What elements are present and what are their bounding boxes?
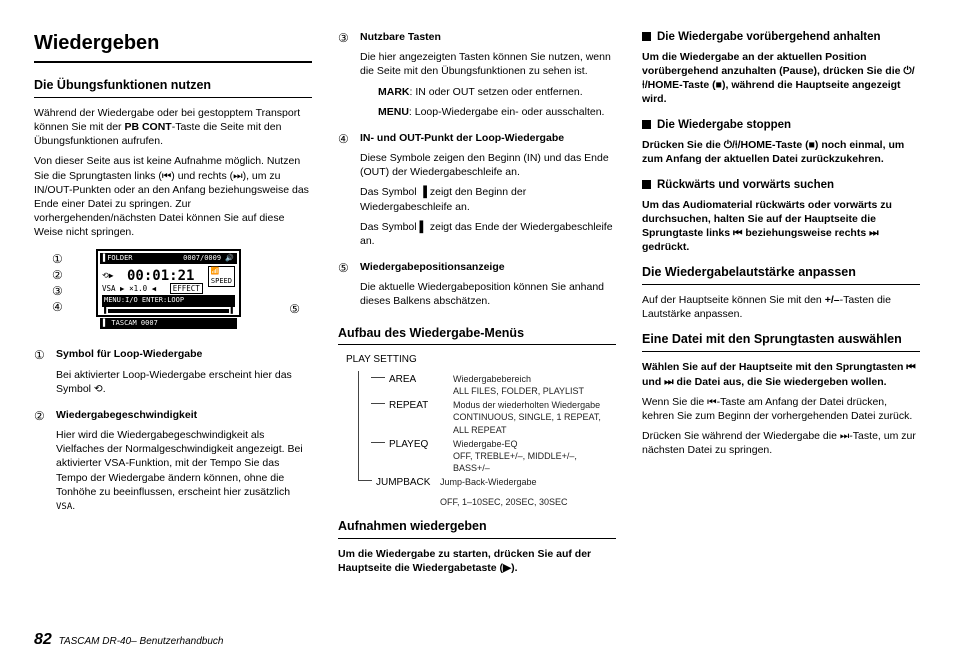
section-heading: Die Wiedergabelautstärke anpassen — [642, 264, 920, 285]
item-text: Diese Symbole zeigen den Beginn (IN) und… — [360, 151, 616, 179]
body-text: Um das Audiomaterial rückwärts oder vorw… — [642, 198, 920, 255]
callout-num: ④ — [338, 131, 356, 254]
page-footer: 82 TASCAM DR-40– Benutzerhandbuch — [34, 629, 223, 651]
item-title: IN- und OUT-Punkt der Loop-Wiedergabe — [360, 131, 616, 145]
subsection-heading: Rückwärts und vorwärts suchen — [642, 178, 920, 194]
body-text: Drücken Sie die ⏻/⍿/HOME-Taste (■) noch … — [642, 138, 920, 166]
item-text: Das Symbol ▌ zeigt das Ende der Wiederga… — [360, 220, 616, 248]
page-number: 82 — [34, 631, 52, 648]
section-heading: Aufnahmen wiedergeben — [338, 518, 616, 539]
callout-num: ④ — [52, 299, 63, 315]
page-title: Wiedergeben — [34, 30, 312, 63]
callout-num: ③ — [52, 283, 63, 299]
callout-num: ① — [52, 251, 63, 267]
body-text: Um die Wiedergabe an der aktuellen Posit… — [642, 50, 920, 107]
body-text: Von dieser Seite aus ist keine Aufnahme … — [34, 154, 312, 239]
list-item: ⑤ Wiedergabepositionsanzeige Die aktuell… — [338, 260, 616, 315]
callout-num: ③ — [338, 30, 356, 125]
list-item: ② Wiedergabegeschwindigkeit Hier wird di… — [34, 408, 312, 519]
section-heading: Die Übungsfunktionen nutzen — [34, 77, 312, 98]
square-icon — [642, 120, 651, 129]
menu-tree: PLAY SETTING AREAWiedergabebereichALL FI… — [346, 353, 616, 508]
item-text: Bei aktivierter Loop-Wiedergabe erschein… — [56, 368, 312, 396]
footer-text: TASCAM DR-40– Benutzerhandbuch — [59, 636, 224, 647]
subsection-heading: Die Wiedergabe stoppen — [642, 118, 920, 134]
callout-num: ② — [34, 408, 52, 519]
callout-num: ② — [52, 267, 63, 283]
body-text: Um die Wiedergabe zu starten, drücken Si… — [338, 547, 616, 575]
subsection-heading: Die Wiedergabe vorübergehend anhalten — [642, 30, 920, 46]
item-title: Symbol für Loop-Wiedergabe — [56, 347, 312, 361]
square-icon — [642, 180, 651, 189]
body-text: Drücken Sie während der Wiedergabe die ⏭… — [642, 429, 920, 457]
body-text: Wenn Sie die ⏮-Taste am Anfang der Datei… — [642, 395, 920, 423]
item-text: Hier wird die Wiedergabegeschwindigkeit … — [56, 428, 312, 513]
item-text: Die hier angezeigten Tasten können Sie n… — [360, 50, 616, 78]
list-item: ① Symbol für Loop-Wiedergabe Bei aktivie… — [34, 347, 312, 402]
callout-num: ⑤ — [338, 260, 356, 315]
item-text: MARK: IN oder OUT setzen oder entfernen. — [360, 85, 616, 99]
body-text: Wählen Sie auf der Hauptseite mit den Sp… — [642, 360, 920, 388]
item-text: MENU: Loop-Wiedergabe ein- oder ausschal… — [360, 105, 616, 119]
square-icon — [642, 32, 651, 41]
content-columns: Wiedergeben Die Übungsfunktionen nutzen … — [34, 30, 920, 610]
callout-num: ⑤ — [289, 301, 300, 317]
item-title: Nutzbare Tasten — [360, 30, 616, 44]
manual-page: Wiedergeben Die Übungsfunktionen nutzen … — [0, 0, 954, 671]
section-heading: Aufbau des Wiedergabe-Menüs — [338, 325, 616, 346]
section-heading: Eine Datei mit den Sprungtasten auswähle… — [642, 331, 920, 352]
item-title: Wiedergabepositionsanzeige — [360, 260, 616, 274]
list-item: ③ Nutzbare Tasten Die hier angezeigten T… — [338, 30, 616, 125]
lcd-illustration: ① ② ③ ④ ⑤ ▌FOLDER0007/0009 🔊 ⟲▶00:01:21📶… — [74, 249, 272, 335]
callout-num: ① — [34, 347, 52, 402]
list-item: ④ IN- und OUT-Punkt der Loop-Wiedergabe … — [338, 131, 616, 254]
body-text: Während der Wiedergabe oder bei gestoppt… — [34, 106, 312, 149]
item-text: Die aktuelle Wiedergabeposition können S… — [360, 280, 616, 308]
item-text: Das Symbol ▐ zeigt den Beginn der Wieder… — [360, 185, 616, 213]
body-text: Auf der Hauptseite können Sie mit den +/… — [642, 293, 920, 321]
item-title: Wiedergabegeschwindigkeit — [56, 408, 312, 422]
